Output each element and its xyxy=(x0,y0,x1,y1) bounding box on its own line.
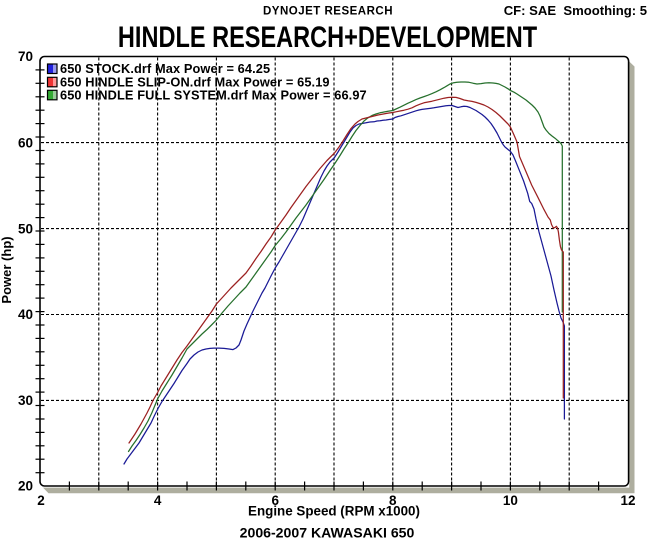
svg-text:650 HINDLE SLIP-ON.drf Max Pow: 650 HINDLE SLIP-ON.drf Max Power = 65.19 xyxy=(60,74,330,89)
svg-text:20: 20 xyxy=(18,479,33,494)
svg-text:CF: SAE Smoothing: 5: CF: SAE Smoothing: 5 xyxy=(504,3,647,18)
svg-text:50: 50 xyxy=(18,221,33,236)
svg-text:6: 6 xyxy=(271,493,279,508)
svg-text:12: 12 xyxy=(620,493,635,508)
svg-text:60: 60 xyxy=(18,135,33,150)
svg-text:40: 40 xyxy=(18,307,33,322)
svg-text:10: 10 xyxy=(503,493,518,508)
svg-text:Power (hp): Power (hp) xyxy=(0,236,14,303)
svg-text:Engine Speed (RPM x1000): Engine Speed (RPM x1000) xyxy=(248,504,420,519)
svg-text:4: 4 xyxy=(154,493,162,508)
svg-text:650 HINDLE FULL SYSTEM.drf Max: 650 HINDLE FULL SYSTEM.drf Max Power = 6… xyxy=(60,87,367,102)
svg-text:2006-2007 KAWASAKI 650: 2006-2007 KAWASAKI 650 xyxy=(240,525,415,540)
svg-text:8: 8 xyxy=(389,493,397,508)
svg-text:DYNOJET RESEARCH: DYNOJET RESEARCH xyxy=(263,6,393,18)
svg-text:HINDLE RESEARCH+DEVELOPMENT: HINDLE RESEARCH+DEVELOPMENT xyxy=(118,20,538,53)
svg-text:30: 30 xyxy=(18,393,33,408)
svg-text:650 STOCK.drf Max Power = 64.2: 650 STOCK.drf Max Power = 64.25 xyxy=(60,61,270,76)
svg-text:70: 70 xyxy=(18,49,33,64)
svg-text:2: 2 xyxy=(37,493,45,508)
